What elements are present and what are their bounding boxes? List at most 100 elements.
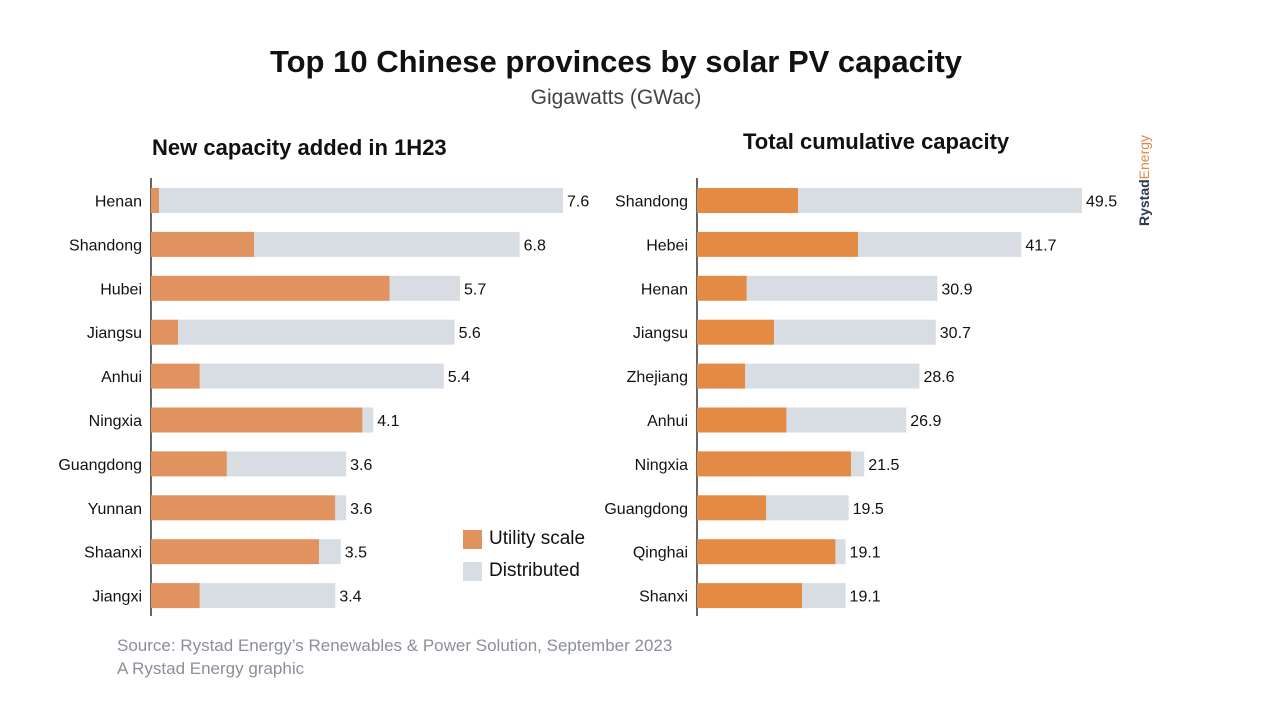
right-bar-distributed bbox=[746, 275, 938, 301]
left-value-label: 3.6 bbox=[350, 501, 372, 518]
right-bar-distributed bbox=[858, 231, 1022, 257]
left-bar-distributed bbox=[319, 539, 341, 565]
right-value-label: 30.7 bbox=[940, 325, 971, 342]
left-category-label: Shandong bbox=[69, 237, 142, 254]
brand-part-1: Rystad bbox=[1136, 179, 1152, 226]
left-category-label: Guangdong bbox=[58, 457, 142, 474]
right-bar-distributed bbox=[745, 363, 920, 389]
left-bar-utility bbox=[151, 275, 390, 301]
right-value-label: 19.5 bbox=[853, 501, 884, 518]
left-bar-distributed bbox=[199, 583, 336, 609]
right-category-label: Shanxi bbox=[639, 589, 688, 606]
left-category-label: Jiangsu bbox=[87, 325, 142, 342]
legend-label-utility: Utility scale bbox=[489, 528, 586, 549]
left-bar-distributed bbox=[389, 275, 460, 301]
right-bar-distributed bbox=[851, 451, 865, 477]
left-bar-distributed bbox=[362, 407, 374, 433]
left-value-label: 3.4 bbox=[339, 589, 361, 606]
left-bar-utility bbox=[151, 495, 336, 521]
right-bar-distributed bbox=[774, 319, 936, 345]
right-bar-utility bbox=[697, 275, 747, 301]
left-bar-distributed bbox=[335, 495, 347, 521]
right-panel-title: Total cumulative capacity bbox=[743, 129, 1010, 154]
left-value-label: 6.8 bbox=[524, 237, 546, 254]
right-category-label: Ningxia bbox=[635, 457, 688, 474]
right-value-label: 49.5 bbox=[1086, 194, 1117, 211]
legend-item-utility: Utility scale bbox=[463, 523, 585, 555]
left-bar-utility bbox=[151, 407, 363, 433]
chart-title: Top 10 Chinese provinces by solar PV cap… bbox=[269, 44, 963, 79]
brand-logo: RystadEnergy bbox=[1136, 122, 1160, 232]
source-note: Source: Rystad Energy’s Renewables & Pow… bbox=[117, 634, 672, 680]
left-category-label: Anhui bbox=[101, 369, 142, 386]
right-bar-utility bbox=[697, 451, 851, 477]
left-category-label: Henan bbox=[95, 194, 142, 211]
left-value-label: 4.1 bbox=[377, 413, 399, 430]
left-bar-utility bbox=[151, 231, 254, 257]
right-category-label: Henan bbox=[641, 281, 688, 298]
left-bar-utility bbox=[151, 363, 200, 389]
left-bar-utility bbox=[151, 451, 227, 477]
legend-item-distributed: Distributed bbox=[463, 555, 585, 587]
right-value-label: 30.9 bbox=[941, 281, 972, 298]
right-value-label: 21.5 bbox=[868, 457, 899, 474]
right-value-label: 41.7 bbox=[1025, 237, 1056, 254]
right-category-label: Jiangsu bbox=[633, 325, 688, 342]
left-bar-chart: Henan 7.6 Shandong 6.8 Hubei 5.7 Jiangsu 5.6 Anh… bbox=[58, 178, 589, 616]
right-value-label: 28.6 bbox=[923, 369, 954, 386]
right-category-label: Anhui bbox=[647, 413, 688, 430]
left-value-label: 3.5 bbox=[345, 545, 367, 562]
left-bar-utility bbox=[151, 188, 160, 213]
right-bar-utility bbox=[697, 363, 746, 389]
chart-subtitle: Gigawatts (GWac) bbox=[530, 86, 702, 109]
legend-label-distributed: Distributed bbox=[489, 560, 580, 581]
left-category-label: Yunnan bbox=[88, 501, 142, 518]
left-bar-distributed bbox=[178, 319, 455, 345]
right-bar-utility bbox=[697, 407, 787, 433]
right-bar-chart: Shandong 49.5 Hebei 41.7 Henan 30.9 Jiangsu 30.… bbox=[604, 178, 1117, 616]
left-value-label: 7.6 bbox=[567, 194, 589, 211]
left-bar-distributed bbox=[254, 231, 520, 257]
right-category-label: Shandong bbox=[615, 194, 688, 211]
right-bar-distributed bbox=[798, 188, 1082, 213]
right-category-label: Guangdong bbox=[604, 501, 688, 518]
right-bar-utility bbox=[697, 495, 767, 521]
left-bar-distributed bbox=[226, 451, 347, 477]
legend: Utility scale Distributed bbox=[463, 523, 585, 587]
right-category-label: Zhejiang bbox=[627, 369, 688, 386]
left-bar-distributed bbox=[199, 363, 444, 389]
left-value-label: 5.6 bbox=[459, 325, 481, 342]
right-value-label: 26.9 bbox=[910, 413, 941, 430]
left-category-label: Jiangxi bbox=[92, 589, 142, 606]
left-category-label: Hubei bbox=[100, 281, 142, 298]
right-bar-utility bbox=[697, 583, 802, 609]
left-value-label: 3.6 bbox=[350, 457, 372, 474]
left-bar-distributed bbox=[159, 188, 563, 213]
right-value-label: 19.1 bbox=[850, 545, 881, 562]
left-value-label: 5.7 bbox=[464, 281, 486, 298]
credit-line: A Rystad Energy graphic bbox=[117, 659, 305, 678]
left-bar-utility bbox=[151, 539, 320, 565]
legend-swatch-distributed bbox=[463, 561, 482, 581]
right-bar-distributed bbox=[802, 583, 846, 609]
right-bar-distributed bbox=[835, 539, 846, 565]
right-bar-utility bbox=[697, 231, 858, 257]
left-bar-utility bbox=[151, 583, 200, 609]
right-bar-distributed bbox=[786, 407, 907, 433]
right-bar-utility bbox=[697, 188, 799, 213]
right-bar-utility bbox=[697, 539, 836, 565]
brand-part-2: Energy bbox=[1136, 134, 1152, 180]
right-category-label: Hebei bbox=[646, 237, 688, 254]
left-category-label: Shaanxi bbox=[84, 545, 142, 562]
legend-swatch-utility bbox=[463, 529, 482, 549]
left-bar-utility bbox=[151, 319, 179, 345]
left-category-label: Ningxia bbox=[89, 413, 142, 430]
right-bar-utility bbox=[697, 319, 774, 345]
left-panel-title: New capacity added in 1H23 bbox=[152, 135, 447, 160]
right-bar-distributed bbox=[766, 495, 849, 521]
right-value-label: 19.1 bbox=[850, 589, 881, 606]
right-category-label: Qinghai bbox=[633, 545, 688, 562]
source-line: Source: Rystad Energy’s Renewables & Pow… bbox=[117, 636, 673, 655]
left-value-label: 5.4 bbox=[448, 369, 470, 386]
